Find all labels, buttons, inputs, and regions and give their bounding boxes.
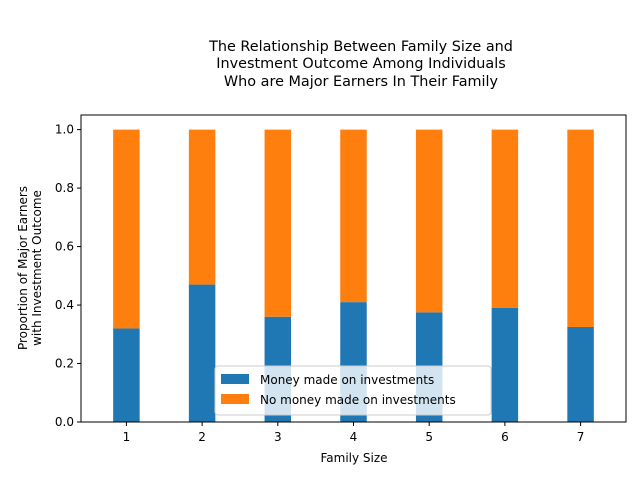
bar-series-1-family-2: [188, 284, 216, 422]
x-tick-label: 4: [350, 430, 358, 444]
legend-box: [214, 365, 492, 416]
y-tick-label: 0.2: [55, 357, 74, 371]
chart-title-line-2: Investment Outcome Among Individuals: [216, 56, 505, 72]
legend-swatch-1: [221, 374, 249, 384]
bar-series-2-family-6: [491, 129, 519, 308]
chart-title: The Relationship Between Family Size and…: [208, 39, 513, 90]
x-tick-label: 5: [425, 430, 433, 444]
y-axis: 0.0 0.2 0.4 0.6 0.8 1.0: [55, 123, 81, 429]
x-tick-label: 6: [501, 430, 509, 444]
bar-series-1-family-6: [491, 307, 519, 422]
bar-series-2-family-2: [188, 129, 216, 285]
x-tick-label: 2: [198, 430, 206, 444]
bar-series-2-family-5: [415, 129, 443, 313]
legend-label-1: Money made on investments: [260, 373, 434, 387]
chart-title-line-1: The Relationship Between Family Size and: [208, 39, 513, 55]
x-tick-label: 7: [577, 430, 585, 444]
bar-series-2-family-7: [567, 129, 594, 327]
y-tick-label: 0.0: [55, 415, 74, 429]
legend: Money made on investments No money made o…: [214, 365, 492, 416]
bar-series-1-family-7: [567, 326, 594, 422]
bar-series-1-family-1: [113, 328, 140, 422]
y-axis-label-line-2: with Investment Outcome: [30, 190, 44, 346]
bar-series-2-family-3: [264, 129, 292, 317]
y-axis-label: Proportion of Major Earners with Investm…: [16, 186, 44, 350]
y-axis-label-line-1: Proportion of Major Earners: [16, 186, 30, 350]
chart-title-line-3: Who are Major Earners In Their Family: [224, 74, 499, 90]
legend-swatch-2: [221, 394, 249, 404]
y-tick-label: 0.8: [55, 181, 74, 195]
bar-series-2-family-1: [113, 129, 140, 329]
legend-label-2: No money made on investments: [260, 393, 456, 407]
x-axis-label: Family Size: [320, 451, 387, 465]
x-tick-label: 1: [123, 430, 131, 444]
x-axis: 1 2 3 4 5 6 7: [123, 422, 585, 444]
y-tick-label: 1.0: [55, 123, 74, 137]
y-tick-label: 0.6: [55, 240, 74, 254]
bar-series-2-family-4: [340, 129, 367, 303]
x-tick-label: 3: [274, 430, 282, 444]
y-tick-label: 0.4: [55, 298, 74, 312]
